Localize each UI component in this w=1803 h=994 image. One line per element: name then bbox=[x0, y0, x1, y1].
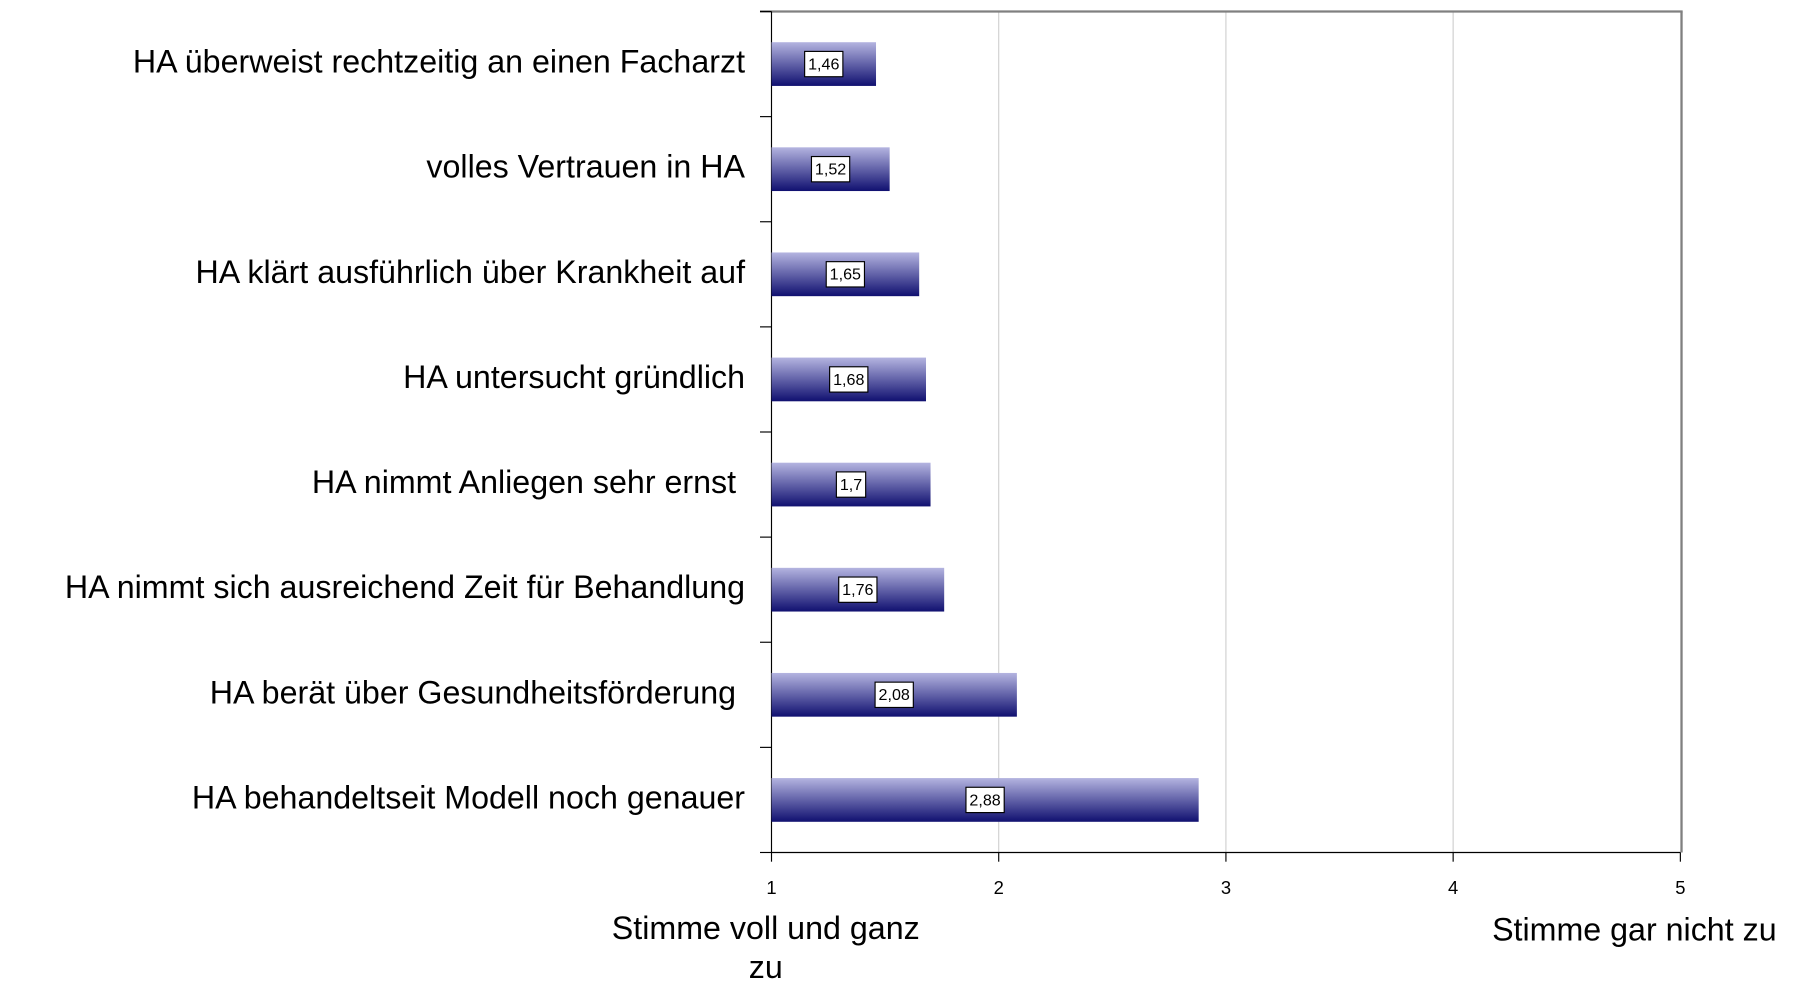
value-label-box bbox=[804, 50, 844, 78]
value-label-group: 1,76 bbox=[838, 576, 878, 603]
value-label-box bbox=[874, 681, 914, 709]
value-label-group: 1,7 bbox=[835, 471, 867, 498]
category-label: HA klärt ausführlich über Krankheit auf bbox=[196, 254, 746, 290]
value-label-box bbox=[838, 576, 878, 603]
value-label-box bbox=[835, 471, 867, 498]
category-label: volles Vertrauen in HA bbox=[426, 149, 745, 185]
x-axis-label-right: Stimme gar nicht zu bbox=[1492, 911, 1777, 947]
value-label: 1,52 bbox=[815, 161, 846, 179]
value-label: 2,88 bbox=[969, 791, 1000, 809]
category-label: HA behandeltseit Modell noch genauer bbox=[192, 779, 745, 815]
value-label: 1,46 bbox=[808, 55, 839, 73]
value-label-group: 2,08 bbox=[874, 681, 914, 709]
value-label-box bbox=[965, 786, 1005, 814]
category-label: HA untersucht gründlich bbox=[403, 359, 745, 395]
value-label-group: 2,88 bbox=[965, 786, 1005, 814]
x-tick-label: 5 bbox=[1675, 877, 1685, 898]
value-label-box bbox=[825, 261, 866, 288]
category-label: HA berät über Gesundheitsförderung bbox=[210, 674, 745, 710]
category-label: HA nimmt sich ausreichend Zeit für Behan… bbox=[65, 569, 745, 605]
x-axis-label-left-text: Stimme voll und ganz zu bbox=[611, 910, 920, 985]
value-label: 1,7 bbox=[840, 476, 862, 494]
value-label: 1,65 bbox=[830, 266, 861, 284]
x-axis-label-left: Stimme voll und ganz zu bbox=[611, 910, 920, 985]
value-label: 2,08 bbox=[879, 686, 910, 704]
category-label: HA nimmt Anliegen sehr ernst bbox=[312, 464, 745, 500]
value-label: 1,76 bbox=[842, 581, 873, 599]
value-label-group: 1,68 bbox=[829, 366, 869, 393]
value-label-group: 1,65 bbox=[825, 261, 866, 288]
x-tick-label: 1 bbox=[766, 877, 776, 898]
x-tick-label: 4 bbox=[1448, 877, 1458, 898]
value-label: 1,68 bbox=[833, 371, 864, 389]
x-tick-label: 2 bbox=[994, 877, 1004, 898]
value-label-group: 1,46 bbox=[804, 50, 844, 78]
value-label-box bbox=[810, 155, 851, 183]
x-tick-label: 3 bbox=[1221, 877, 1231, 898]
value-label-group: 1,52 bbox=[810, 155, 851, 183]
value-label-box bbox=[829, 366, 869, 393]
category-label: HA überweist rechtzeitig an einen Fachar… bbox=[133, 44, 745, 80]
